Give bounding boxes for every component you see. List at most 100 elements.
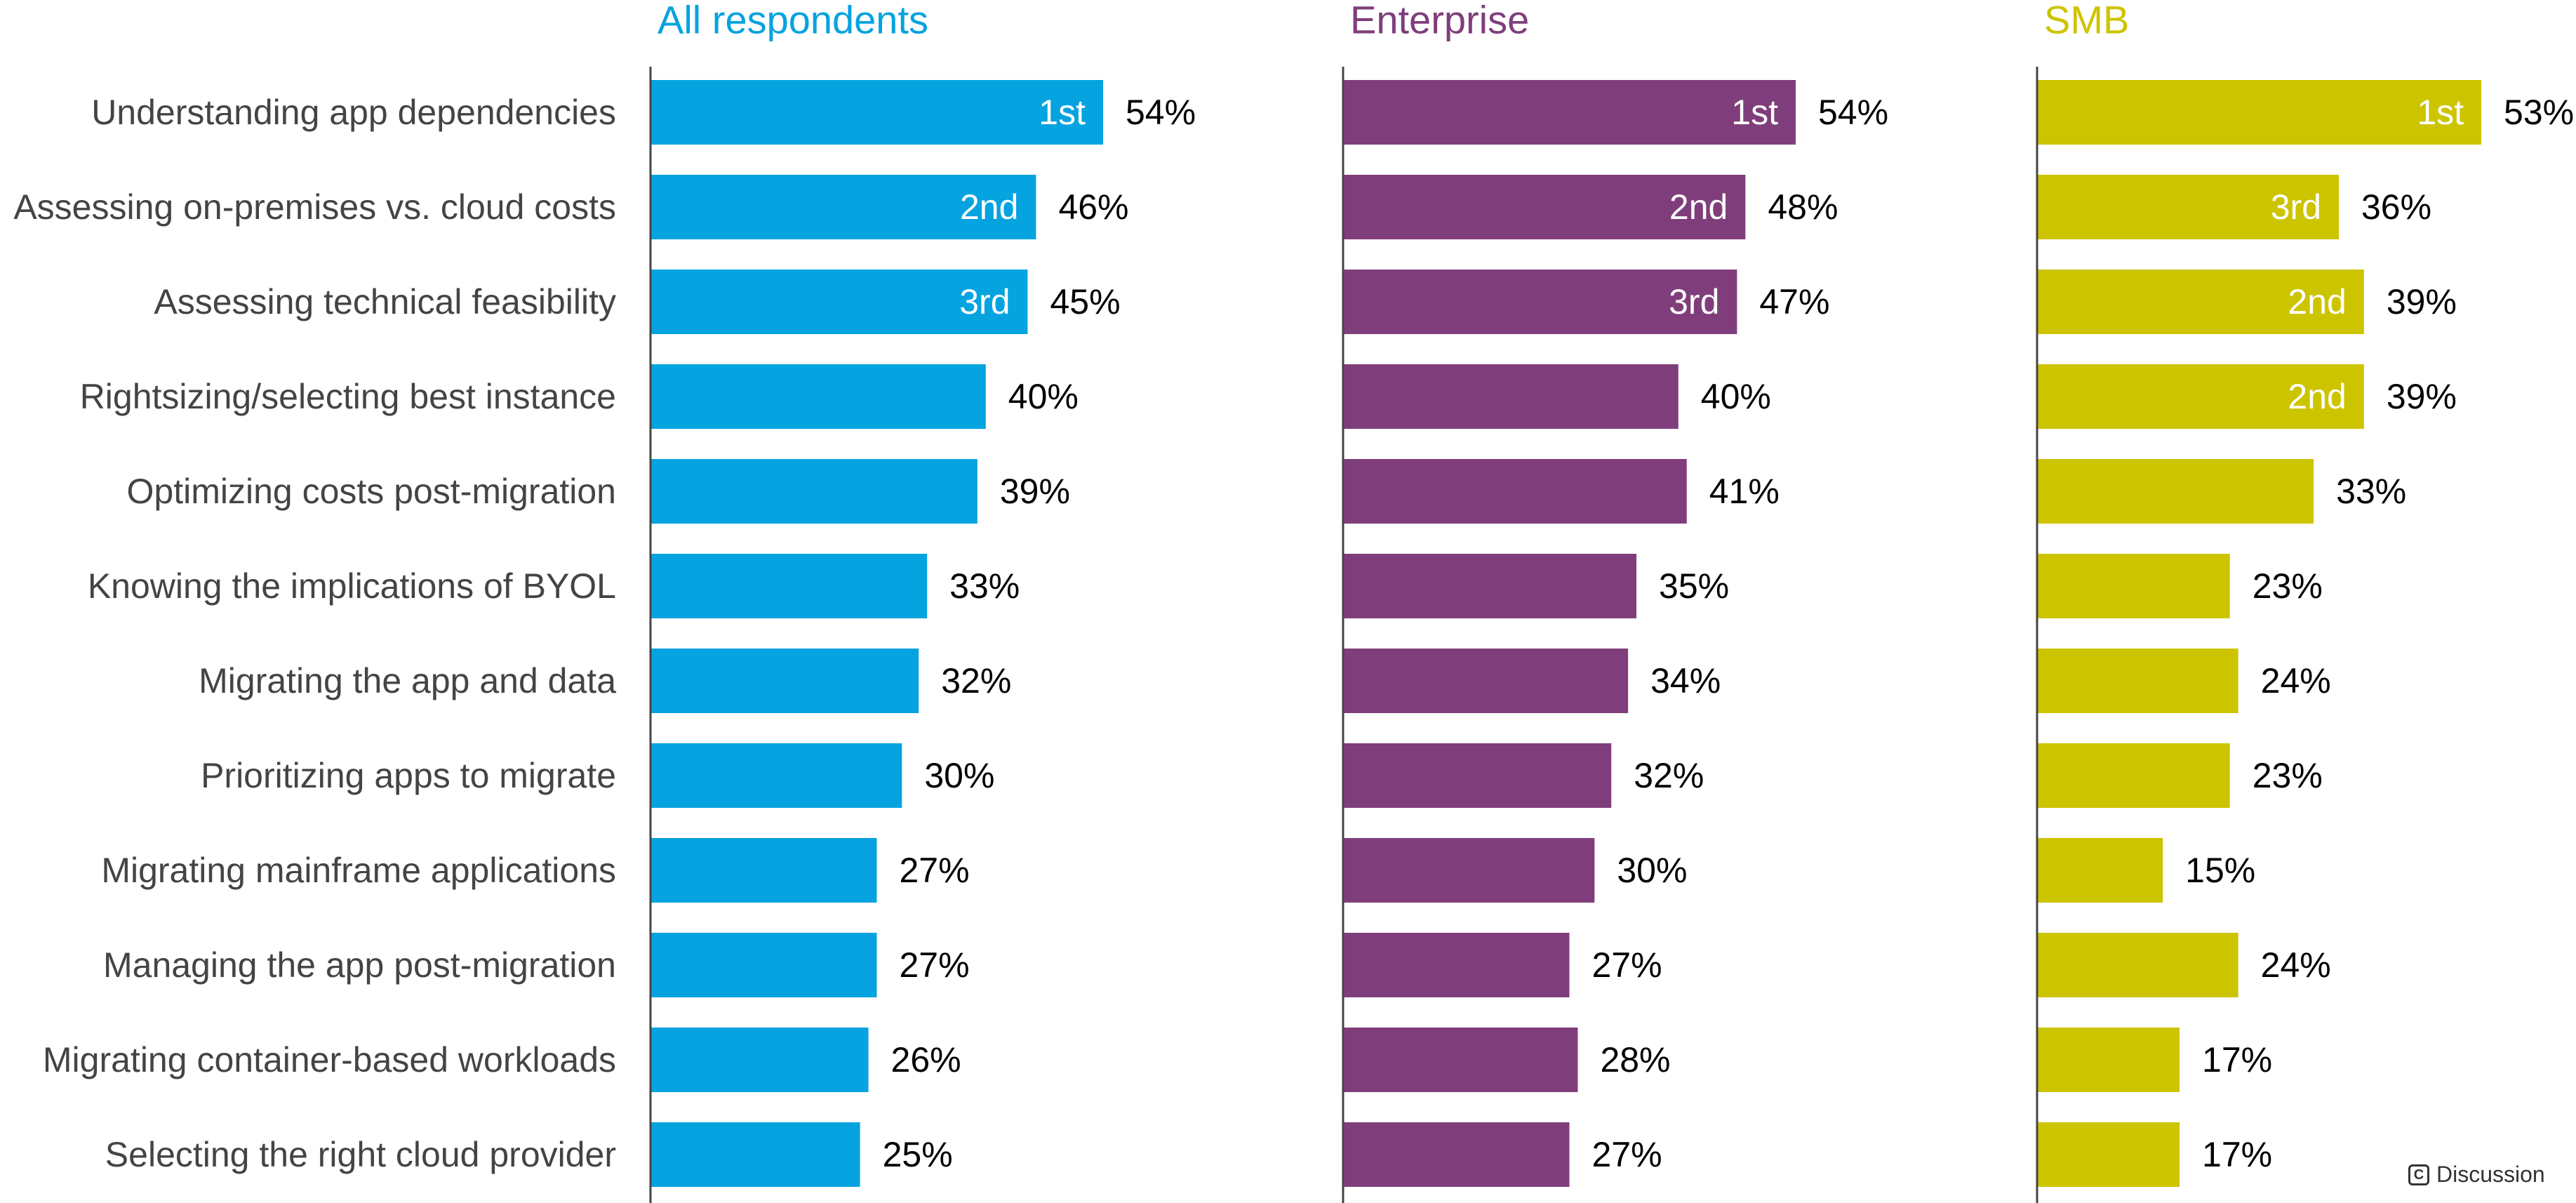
bar	[2037, 649, 2238, 713]
data-label: 34%	[1650, 661, 1721, 700]
category-label: Migrating mainframe applications	[101, 851, 616, 890]
bar	[650, 933, 877, 997]
category-label: Migrating the app and data	[199, 661, 616, 700]
bar	[650, 80, 1103, 145]
brand-mark: C Discussion	[2408, 1162, 2545, 1188]
bar	[2037, 175, 2339, 239]
data-label: 40%	[1701, 377, 1771, 416]
data-label: 24%	[2261, 945, 2331, 985]
data-label: 27%	[900, 851, 970, 890]
data-label: 28%	[1600, 1040, 1670, 1079]
data-label: 17%	[2202, 1040, 2272, 1079]
data-label: 33%	[949, 566, 1020, 606]
data-label: 39%	[1000, 472, 1070, 511]
bar	[650, 364, 986, 429]
rank-label: 2nd	[1669, 187, 1728, 227]
rank-label: 1st	[1039, 93, 1086, 132]
data-label: 17%	[2202, 1135, 2272, 1174]
bar	[2037, 459, 2314, 524]
bar	[2037, 743, 2230, 808]
bar	[1343, 838, 1595, 903]
bar	[1343, 80, 1796, 145]
data-label: 35%	[1659, 566, 1729, 606]
bar	[650, 554, 928, 618]
bar	[650, 1028, 869, 1092]
bar	[2037, 1122, 2180, 1187]
data-label: 54%	[1126, 93, 1196, 132]
bar	[2037, 838, 2163, 903]
bar	[1343, 1028, 1578, 1092]
bar	[650, 270, 1028, 334]
bar	[1343, 933, 1570, 997]
category-label: Migrating container-based workloads	[43, 1040, 616, 1079]
data-label: 27%	[1592, 945, 1662, 985]
rank-label: 1st	[2417, 93, 2464, 132]
bar	[650, 743, 902, 808]
data-label: 27%	[900, 945, 970, 985]
data-label: 24%	[2261, 661, 2331, 700]
rank-label: 3rd	[1669, 282, 1719, 321]
rank-label: 2nd	[2288, 282, 2346, 321]
data-label: 30%	[1617, 851, 1687, 890]
rank-label: 3rd	[2271, 187, 2321, 227]
bar	[650, 1122, 860, 1187]
bar	[2037, 364, 2364, 429]
data-label: 32%	[941, 661, 1011, 700]
data-label: 39%	[2387, 282, 2457, 321]
category-label: Optimizing costs post-migration	[127, 472, 616, 511]
bar	[1343, 1122, 1570, 1187]
bar	[2037, 933, 2238, 997]
category-label: Managing the app post-migration	[103, 945, 616, 985]
rank-label: 3rd	[959, 282, 1010, 321]
category-label: Selecting the right cloud provider	[105, 1135, 616, 1174]
bar	[650, 649, 919, 713]
bar	[2037, 1028, 2180, 1092]
bar	[2037, 80, 2482, 145]
category-label: Knowing the implications of BYOL	[88, 566, 616, 606]
category-label: Assessing technical feasibility	[154, 282, 616, 321]
bar	[1343, 270, 1737, 334]
data-label: 23%	[2253, 566, 2323, 606]
data-label: 53%	[2504, 93, 2574, 132]
data-label: 47%	[1759, 282, 1829, 321]
data-label: 36%	[2361, 187, 2431, 227]
panel-title: All respondents	[658, 0, 928, 42]
rank-label: 1st	[1731, 93, 1778, 132]
data-label: 48%	[1768, 187, 1838, 227]
bar	[2037, 270, 2364, 334]
data-label: 15%	[2185, 851, 2255, 890]
brand-label: Discussion	[2436, 1162, 2545, 1187]
bar	[1343, 649, 1629, 713]
bar	[1343, 743, 1612, 808]
category-label: Understanding app dependencies	[91, 93, 616, 132]
copyright-icon: C	[2408, 1164, 2429, 1185]
data-label: 30%	[924, 756, 994, 795]
panel-title: SMB	[2044, 0, 2129, 42]
bar	[1343, 459, 1687, 524]
bar	[1343, 364, 1679, 429]
data-label: 32%	[1634, 756, 1704, 795]
panel-title: Enterprise	[1350, 0, 1529, 42]
data-label: 40%	[1008, 377, 1079, 416]
category-label: Prioritizing apps to migrate	[201, 756, 616, 795]
bar	[1343, 175, 1746, 239]
data-label: 33%	[2336, 472, 2406, 511]
data-label: 54%	[1818, 93, 1888, 132]
rank-label: 2nd	[960, 187, 1018, 227]
bar	[650, 175, 1036, 239]
category-label: Assessing on-premises vs. cloud costs	[13, 187, 616, 227]
data-label: 41%	[1709, 472, 1780, 511]
data-label: 26%	[891, 1040, 961, 1079]
data-label: 45%	[1050, 282, 1121, 321]
bar	[650, 459, 977, 524]
bar	[650, 838, 877, 903]
data-label: 46%	[1058, 187, 1128, 227]
data-label: 27%	[1592, 1135, 1662, 1174]
category-label: Rightsizing/selecting best instance	[80, 377, 616, 416]
data-label: 25%	[883, 1135, 953, 1174]
bar	[1343, 554, 1637, 618]
rank-label: 2nd	[2288, 377, 2346, 416]
data-label: 23%	[2253, 756, 2323, 795]
bar	[2037, 554, 2230, 618]
